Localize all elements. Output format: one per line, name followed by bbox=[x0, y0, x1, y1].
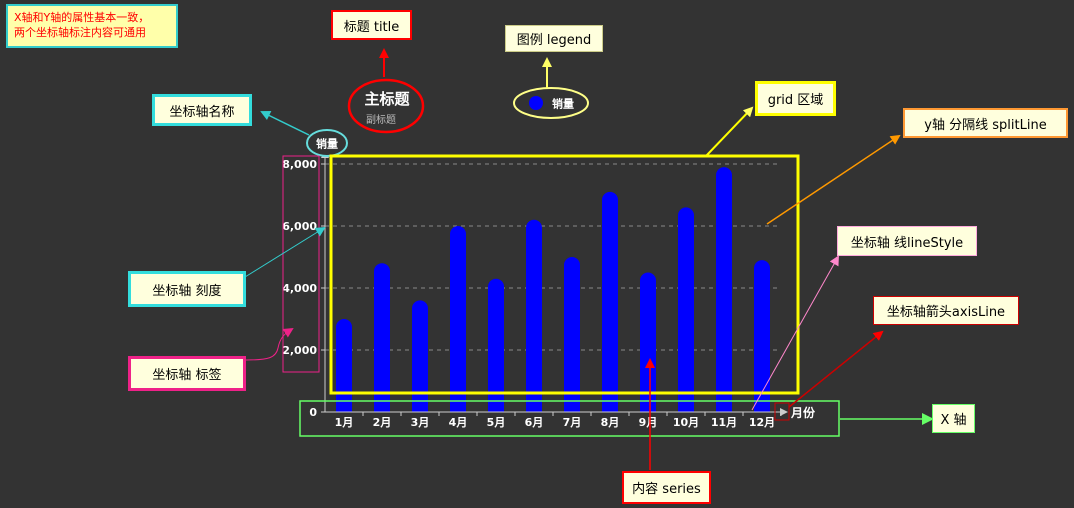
line-style-arrow bbox=[751, 255, 839, 411]
bar-base bbox=[412, 402, 428, 412]
axis-label-highlight bbox=[282, 155, 320, 373]
bar bbox=[716, 167, 732, 412]
bar-base bbox=[640, 402, 656, 412]
bar bbox=[412, 300, 428, 412]
axis-line-label: 坐标轴箭头axisLine bbox=[873, 296, 1019, 325]
main-title: 主标题 bbox=[364, 90, 410, 108]
split-line-label: y轴 分隔线 splitLine bbox=[903, 108, 1068, 138]
axis-label-label: 坐标轴 标签 bbox=[128, 356, 246, 391]
x-axis-highlight bbox=[299, 400, 840, 437]
bar-base bbox=[754, 402, 770, 412]
bar bbox=[374, 263, 390, 412]
bar-base bbox=[336, 402, 352, 412]
x-tick-label: 6月 bbox=[525, 416, 544, 429]
bar bbox=[754, 260, 770, 412]
x-tick-label: 12月 bbox=[749, 416, 775, 429]
bar-base bbox=[374, 402, 390, 412]
bar bbox=[564, 257, 580, 412]
x-tick-label: 7月 bbox=[563, 416, 582, 429]
bar bbox=[640, 272, 656, 412]
axis-name-arrow bbox=[260, 111, 310, 136]
bar bbox=[678, 207, 694, 412]
bar-base bbox=[602, 402, 618, 412]
axis-arrow-highlight bbox=[774, 402, 790, 421]
axis-note-line-2: 两个坐标轴标注内容可通用 bbox=[14, 26, 146, 39]
y-ticks bbox=[321, 163, 325, 413]
title-label: 标题 title bbox=[331, 10, 412, 40]
x-tick-label: 9月 bbox=[639, 416, 658, 429]
legend-marker bbox=[529, 96, 543, 110]
axis-tick-arrow bbox=[244, 226, 326, 278]
x-tick-label: 2月 bbox=[373, 416, 392, 429]
bar-base bbox=[678, 402, 694, 412]
series-label: 内容 series bbox=[622, 471, 711, 504]
y-tick-label: 2,000 bbox=[282, 344, 317, 357]
bar-base bbox=[526, 402, 542, 412]
grid-arrow bbox=[705, 106, 754, 157]
bar bbox=[602, 191, 618, 412]
y-tick-label: 8,000 bbox=[282, 158, 317, 171]
bar bbox=[526, 219, 542, 412]
x-tick-labels: 1月 2月 3月 4月 5月 6月 7月 8月 9月 10月 11月 12月 bbox=[335, 416, 775, 429]
axis-label-arrow bbox=[245, 327, 294, 361]
x-tick-label: 4月 bbox=[449, 416, 468, 429]
x-tick-label: 11月 bbox=[711, 416, 737, 429]
sub-title: 副标题 bbox=[366, 114, 396, 126]
legend-entry: 销量 bbox=[552, 97, 574, 111]
split-line-arrow bbox=[766, 134, 901, 225]
bar-base bbox=[716, 402, 732, 412]
bar-series bbox=[336, 167, 770, 412]
title-highlight bbox=[347, 78, 425, 134]
split-lines bbox=[325, 163, 781, 351]
bar bbox=[336, 319, 352, 412]
axis-line-arrow bbox=[788, 330, 884, 408]
bar bbox=[450, 226, 466, 412]
x-tick-label: 1月 bbox=[335, 416, 354, 429]
bar-base bbox=[564, 402, 580, 412]
bar-base bbox=[450, 402, 466, 412]
grid-highlight bbox=[329, 154, 800, 395]
line-style-label: 坐标轴 线lineStyle bbox=[837, 226, 977, 256]
bar-base bbox=[488, 402, 504, 412]
grid-label: grid 区域 bbox=[755, 81, 836, 116]
y-tick-labels: 0 2,000 4,000 6,000 8,000 bbox=[282, 158, 317, 419]
legend-label: 图例 legend bbox=[505, 25, 603, 52]
y-tick-label: 4,000 bbox=[282, 282, 317, 295]
x-tick-label: 3月 bbox=[411, 416, 430, 429]
x-tick-label: 8月 bbox=[601, 416, 620, 429]
legend-highlight bbox=[513, 87, 589, 119]
x-tick-label: 10月 bbox=[673, 416, 699, 429]
y-tick-label: 6,000 bbox=[282, 220, 317, 233]
axis-tick-label: 坐标轴 刻度 bbox=[128, 271, 246, 307]
axis-name-label: 坐标轴名称 bbox=[152, 94, 252, 126]
x-axis-arrow bbox=[780, 408, 788, 416]
axis-name-highlight bbox=[306, 129, 348, 157]
x-axis-name: 月份 bbox=[790, 405, 816, 420]
x-axis-label: X 轴 bbox=[932, 404, 975, 433]
x-ticks bbox=[362, 412, 782, 416]
y-axis-name: 销量 bbox=[316, 137, 338, 151]
y-tick-label: 0 bbox=[309, 406, 317, 419]
x-tick-label: 5月 bbox=[487, 416, 506, 429]
axis-note: X轴和Y轴的属性基本一致， 两个坐标轴标注内容可通用 bbox=[6, 4, 178, 48]
axis-note-line-1: X轴和Y轴的属性基本一致， bbox=[14, 11, 150, 24]
bar bbox=[488, 278, 504, 412]
